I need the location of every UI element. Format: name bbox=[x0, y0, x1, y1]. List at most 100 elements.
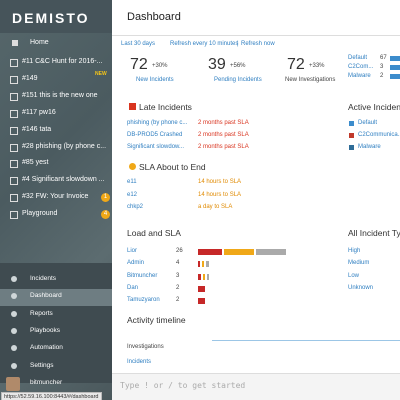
user-link[interactable]: Dan bbox=[127, 284, 139, 291]
user-count: 4 bbox=[176, 260, 180, 267]
user-count: 26 bbox=[176, 248, 183, 254]
nav-link[interactable]: Incidents bbox=[30, 275, 57, 282]
header-border bbox=[112, 35, 400, 36]
nav-icon bbox=[11, 345, 17, 352]
incident-link[interactable]: DB-PROD5 Crashed bbox=[127, 132, 183, 138]
load-bar bbox=[198, 273, 201, 280]
count-badge: 4 bbox=[101, 210, 110, 220]
incident-link[interactable]: e12 bbox=[127, 191, 138, 198]
incident-link[interactable]: #28 phishing (by phone c... bbox=[22, 142, 107, 150]
incident-link[interactable]: #85 yest bbox=[22, 159, 49, 167]
new-badge: NEW bbox=[95, 70, 107, 77]
load-bar bbox=[206, 261, 209, 268]
refresh-now[interactable]: Refresh now bbox=[241, 41, 275, 47]
stat-label: New Investigations bbox=[285, 77, 336, 83]
incident-link[interactable]: #117 pw16 bbox=[22, 108, 56, 116]
user-link[interactable]: Lior bbox=[127, 248, 138, 254]
nav-link[interactable]: Playbooks bbox=[30, 326, 60, 334]
chat-input[interactable]: Type ! or / to get started bbox=[120, 381, 246, 390]
nav-link[interactable]: Automation bbox=[30, 344, 63, 352]
logo: DEMISTO bbox=[12, 10, 90, 26]
section-title: SLA About to End bbox=[139, 162, 206, 172]
sla-status: a day to SLA bbox=[198, 204, 233, 210]
load-bar bbox=[198, 249, 222, 255]
section-title: Load and SLA bbox=[127, 228, 181, 238]
user-link[interactable]: Bitmuncher bbox=[127, 272, 158, 279]
sla-status: 14 hours to SLA bbox=[198, 191, 242, 198]
user-link[interactable]: Tamuzyaron bbox=[127, 297, 160, 304]
user-link[interactable]: Admin bbox=[127, 260, 145, 267]
severity-label: Low bbox=[348, 272, 360, 279]
legend-swatch bbox=[349, 121, 354, 126]
stat-change: +56% bbox=[230, 63, 246, 69]
incident-link[interactable]: #146 tata bbox=[22, 125, 52, 133]
load-bar bbox=[202, 261, 204, 268]
load-bar bbox=[224, 249, 254, 255]
legend-label: C2Communica... bbox=[358, 132, 400, 138]
incident-icon bbox=[10, 75, 18, 84]
incident-link[interactable]: #149 bbox=[22, 74, 38, 82]
legend-swatch bbox=[349, 133, 354, 138]
nav-panel bbox=[0, 263, 112, 383]
section-title: All Incident Typ bbox=[348, 228, 400, 238]
sidebar bbox=[0, 0, 112, 400]
user-name[interactable]: bitmuncher bbox=[30, 379, 63, 386]
type-count: 2 bbox=[380, 73, 384, 79]
status-url: https://52.59.16.100:8443/#/dashboard bbox=[1, 392, 102, 400]
user-count: 2 bbox=[176, 297, 180, 304]
stat-value: 39 bbox=[208, 56, 226, 73]
page-title: Dashboard bbox=[127, 11, 181, 23]
sla-status: 14 hours to SLA bbox=[198, 179, 242, 185]
incident-link[interactable]: #32 FW: Your Invoice bbox=[22, 193, 89, 201]
user-count: 3 bbox=[176, 272, 180, 279]
sla-status: 2 months past SLA bbox=[198, 132, 249, 138]
stat-change: +33% bbox=[309, 63, 325, 69]
incident-icon bbox=[10, 160, 18, 169]
incident-link[interactable]: phishing (by phone c... bbox=[127, 120, 188, 126]
nav-link[interactable]: Settings bbox=[30, 361, 54, 369]
incident-icon bbox=[10, 177, 18, 186]
nav-icon bbox=[11, 310, 17, 317]
home-icon bbox=[12, 40, 18, 46]
refresh-setting[interactable]: Refresh every 10 minutes bbox=[170, 41, 239, 47]
type-count: 67 bbox=[380, 55, 387, 61]
avatar bbox=[6, 377, 20, 391]
nav-icon bbox=[11, 293, 17, 300]
incident-icon bbox=[10, 92, 18, 101]
load-bar bbox=[207, 273, 209, 280]
type-count: 3 bbox=[380, 64, 384, 70]
incident-link[interactable]: Playground bbox=[22, 210, 58, 218]
stat-value: 72 bbox=[287, 56, 305, 73]
severity-label: Medium bbox=[348, 260, 370, 267]
late-icon bbox=[129, 103, 136, 110]
load-bar bbox=[203, 273, 205, 280]
type-bar bbox=[390, 74, 400, 79]
severity-label: High bbox=[348, 248, 361, 254]
incident-icon bbox=[10, 143, 18, 152]
incident-link[interactable]: #151 this is the new one bbox=[22, 91, 98, 99]
incident-icon bbox=[10, 194, 18, 203]
main bbox=[112, 0, 400, 400]
timeline-row: Incidents bbox=[127, 359, 152, 365]
sla-status: 2 months past SLA bbox=[198, 120, 249, 126]
legend-label: Malware bbox=[358, 144, 381, 150]
stat-value: 72 bbox=[130, 56, 148, 73]
home-link[interactable]: Home bbox=[30, 39, 49, 46]
load-bar bbox=[256, 249, 286, 255]
load-bar bbox=[198, 285, 205, 292]
legend-label: Default bbox=[358, 120, 378, 126]
incident-link[interactable]: #11 C&C Hunt for 2016-... bbox=[22, 58, 103, 65]
incident-link[interactable]: e11 bbox=[127, 179, 137, 185]
incident-link[interactable]: chkp2 bbox=[127, 204, 144, 210]
range-picker[interactable]: Last 30 days bbox=[121, 41, 156, 47]
nav-icon bbox=[11, 327, 17, 334]
stat-label: New Incidents bbox=[136, 77, 174, 83]
incident-link[interactable]: #4 Significant slowdown ... bbox=[22, 176, 105, 184]
legend-swatch bbox=[349, 145, 354, 150]
type-bar bbox=[390, 56, 400, 61]
nav-link[interactable]: Reports bbox=[30, 309, 53, 317]
incident-link[interactable]: Significant slowdow... bbox=[127, 144, 185, 150]
section-title: Active Incident bbox=[348, 102, 400, 112]
nav-link[interactable]: Dashboard bbox=[30, 292, 62, 300]
